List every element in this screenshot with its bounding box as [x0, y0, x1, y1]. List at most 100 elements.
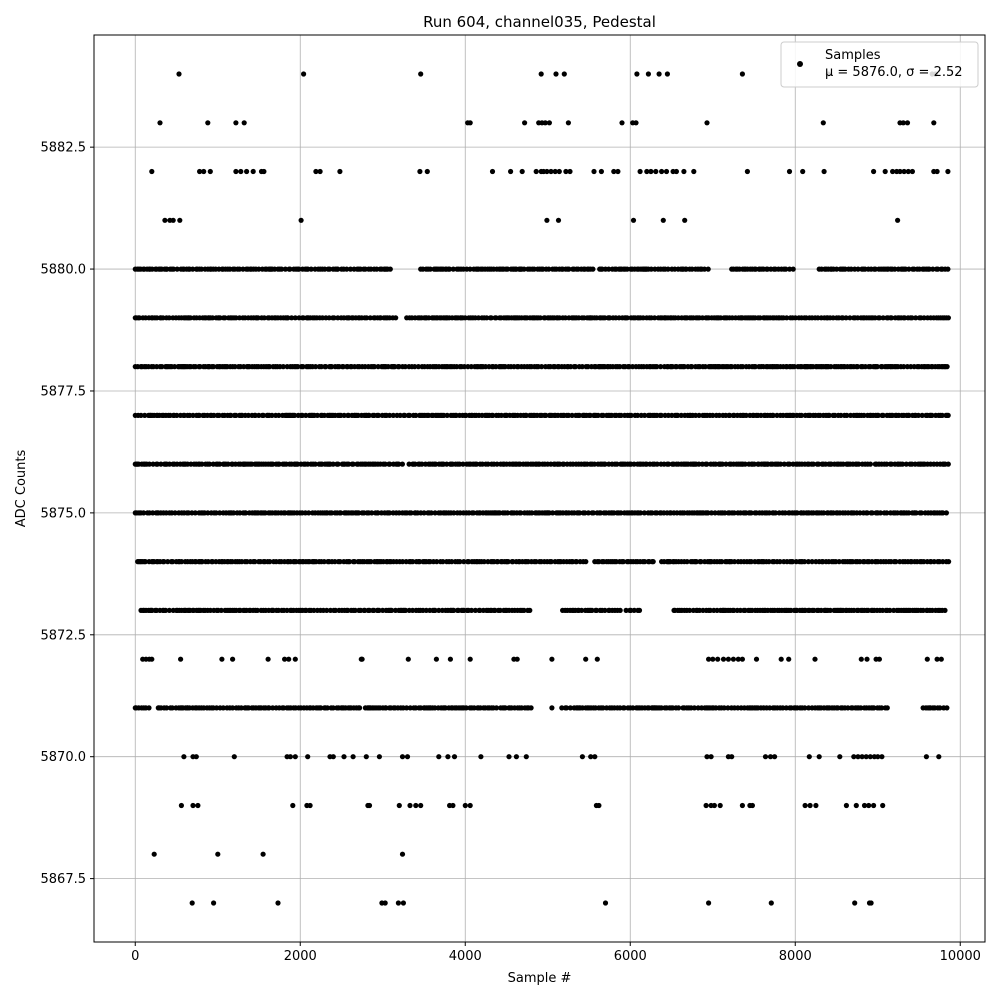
- sample-point: [567, 705, 574, 711]
- sample-point: [548, 559, 554, 565]
- sample-point: [836, 559, 842, 565]
- sample-point: [939, 412, 945, 418]
- sample-point: [798, 412, 805, 418]
- sample-point: [417, 168, 423, 175]
- sample-point: [407, 412, 413, 418]
- sample-point: [269, 412, 275, 418]
- sample-point: [691, 705, 698, 711]
- sample-point: [366, 412, 372, 418]
- sample-point: [945, 412, 951, 418]
- sample-point: [791, 364, 798, 370]
- sample-point: [877, 510, 884, 516]
- sample-point: [317, 168, 323, 175]
- sample-point: [748, 559, 754, 565]
- sample-point: [644, 168, 650, 175]
- legend-series-name: Samples: [825, 48, 881, 63]
- sample-point: [666, 461, 672, 467]
- legend-box: [780, 41, 979, 88]
- sample-point: [721, 705, 727, 711]
- sample-point: [730, 656, 737, 662]
- sample-point: [228, 412, 234, 418]
- sample-point: [244, 168, 250, 175]
- sample-point: [867, 461, 874, 467]
- sample-point: [298, 217, 304, 223]
- sample-point: [518, 510, 524, 516]
- sample-point: [806, 754, 812, 760]
- sample-point: [543, 412, 549, 418]
- sample-point: [802, 802, 808, 809]
- x-axis-ticks: 0 2000 4000 6000 8000 10000: [131, 942, 981, 964]
- sample-point: [187, 315, 194, 321]
- sample-point: [731, 559, 738, 565]
- sample-point: [337, 559, 343, 565]
- sample-point: [363, 754, 369, 760]
- sample-point: [693, 559, 700, 565]
- sample-point: [704, 754, 710, 760]
- sample-point: [934, 656, 940, 662]
- sample-point: [642, 412, 648, 418]
- sample-point: [282, 656, 288, 662]
- sample-point: [762, 754, 769, 760]
- sample-point: [290, 802, 296, 809]
- sample-point: [399, 754, 406, 760]
- sample-point: [376, 607, 382, 614]
- sample-point: [913, 510, 919, 516]
- sample-point: [725, 705, 731, 711]
- sample-point: [189, 900, 195, 906]
- sample-point: [930, 266, 936, 272]
- sample-point: [178, 656, 184, 662]
- sample-point: [858, 705, 864, 711]
- sample-point: [766, 559, 772, 565]
- sample-point: [871, 705, 877, 711]
- sample-point: [218, 607, 224, 614]
- sample-point: [400, 900, 406, 906]
- sample-point: [901, 364, 907, 370]
- sample-point: [468, 607, 475, 614]
- sample-point: [853, 802, 859, 809]
- sample-point: [905, 168, 911, 175]
- sample-point: [390, 412, 396, 418]
- sample-point: [681, 168, 687, 175]
- sample-point: [467, 656, 473, 662]
- sample-point: [691, 168, 697, 175]
- chart-title: Run 604, channel035, Pedestal: [423, 13, 656, 31]
- sample-point: [404, 705, 410, 711]
- sample-point: [720, 656, 727, 662]
- sample-point: [410, 559, 416, 565]
- sample-point: [282, 266, 288, 272]
- sample-point: [542, 120, 548, 126]
- sample-point: [634, 71, 640, 77]
- sample-point: [292, 754, 298, 760]
- sample-point: [660, 217, 666, 223]
- sample-point: [719, 559, 725, 565]
- sample-point: [267, 559, 273, 565]
- sample-point: [915, 412, 922, 418]
- sample-point: [936, 754, 942, 760]
- sample-point: [838, 412, 844, 418]
- sample-point: [615, 168, 621, 175]
- sample-point: [624, 315, 630, 321]
- sample-point: [447, 656, 453, 662]
- sample-point: [549, 656, 555, 662]
- sample-point: [801, 559, 808, 565]
- sample-point: [292, 656, 298, 662]
- sample-point: [861, 802, 868, 809]
- sample-point: [729, 754, 735, 760]
- sample-point: [705, 266, 711, 272]
- sample-point: [366, 802, 373, 809]
- sample-point: [890, 168, 896, 175]
- sample-point: [673, 168, 680, 175]
- sample-point: [225, 461, 231, 467]
- sample-point: [753, 656, 760, 662]
- sample-point: [485, 461, 491, 467]
- sample-point: [820, 120, 826, 126]
- sample-point: [767, 754, 774, 760]
- sample-point: [588, 754, 594, 760]
- sample-point: [415, 364, 421, 370]
- sample-point: [827, 607, 833, 614]
- sample-point: [241, 120, 247, 126]
- sample-point: [352, 559, 358, 565]
- sample-point: [330, 461, 336, 467]
- sample-point: [945, 315, 952, 321]
